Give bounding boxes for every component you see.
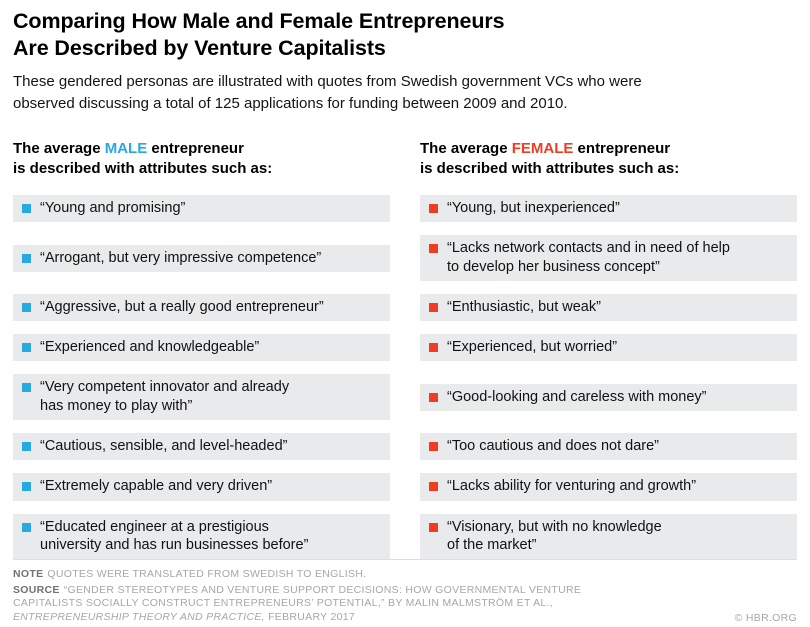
male-bullet-icon: [22, 253, 31, 263]
source-label: SOURCE: [13, 583, 60, 596]
female-attribute-text: “Experienced, but worried”: [447, 339, 618, 356]
female-attribute-bar: “Experienced, but worried”: [420, 334, 797, 362]
male-attribute-bar: “Extremely capable and very driven”: [13, 473, 390, 501]
subtitle: These gendered personas are illustrated …: [13, 73, 642, 112]
female-bullet-icon: [429, 204, 438, 214]
male-attribute-bar: “Very competent innovator and already ha…: [13, 374, 390, 421]
note-text: QUOTES WERE TRANSLATED FROM SWEDISH TO E…: [47, 568, 367, 581]
female-attribute-bar: “Too cautious and does not dare”: [420, 433, 797, 461]
male-bullet-icon: [22, 343, 31, 353]
source-date: FEBRUARY 2017: [264, 611, 356, 623]
female-column-heading: The average FEMALE entrepreneur is descri…: [420, 139, 797, 180]
female-attribute-text: “Visionary, but with no knowledge of the…: [447, 518, 662, 553]
male-attribute-text: “Very competent innovator and already ha…: [40, 379, 290, 414]
female-bullet-icon: [429, 522, 438, 532]
page-title: Comparing How Male and Female Entreprene…: [13, 9, 505, 61]
male-attribute-item: “Extremely capable and very driven”: [13, 473, 390, 501]
male-bullet-icon: [22, 522, 31, 532]
female-bullet-icon: [429, 244, 438, 254]
male-attribute-text: “Young and promising”: [40, 200, 186, 217]
note-label: NOTE: [13, 568, 44, 581]
male-bullet-icon: [22, 383, 31, 393]
male-bullet-icon: [22, 204, 31, 214]
male-attribute-item: “Cautious, sensible, and level-headed”: [13, 433, 390, 461]
note-line: NOTE QUOTES WERE TRANSLATED FROM SWEDISH …: [13, 568, 797, 582]
female-bullet-icon: [429, 442, 438, 452]
female-attribute-text: “Too cautious and does not dare”: [447, 438, 659, 455]
copyright: © HBR.ORG: [734, 612, 797, 624]
female-attribute-text: “Lacks network contacts and in need of h…: [447, 240, 730, 275]
male-attribute-item: “Young and promising”: [13, 195, 390, 223]
column-headings: The average MALE entrepreneur is describe…: [13, 139, 797, 180]
female-attribute-item: “Visionary, but with no knowledge of the…: [420, 513, 797, 560]
female-attribute-item: “Good-looking and careless with money”: [420, 374, 797, 420]
male-attribute-bar: “Aggressive, but a really good entrepren…: [13, 293, 390, 322]
male-bullet-icon: [22, 442, 31, 452]
attribute-rows: “Young and promising” “Young, but inexpe…: [13, 195, 797, 560]
female-attribute-item: “Experienced, but worried”: [420, 334, 797, 362]
male-attribute-text: “Educated engineer at a prestigious univ…: [40, 518, 309, 553]
male-heading-keyword: MALE: [104, 139, 148, 157]
male-attribute-bar: “Experienced and knowledgeable”: [13, 334, 390, 362]
female-heading-suffix: entrepreneur: [573, 139, 671, 157]
source-journal: ENTREPRENEURSHIP THEORY AND PRACTICE,: [13, 611, 265, 623]
male-attribute-text: “Extremely capable and very driven”: [40, 478, 273, 495]
male-attribute-text: “Cautious, sensible, and level-headed”: [40, 438, 288, 455]
female-attribute-item: “Enthusiastic, but weak”: [420, 293, 797, 322]
female-bullet-icon: [429, 343, 438, 353]
female-attribute-item: “Young, but inexperienced”: [420, 195, 797, 223]
female-attribute-item: “Too cautious and does not dare”: [420, 433, 797, 461]
male-bullet-icon: [22, 302, 31, 312]
female-attribute-item: “Lacks network contacts and in need of h…: [420, 235, 797, 281]
source-line: SOURCE “GENDER STEREOTYPES AND VENTURE SU…: [13, 584, 797, 625]
male-attribute-text: “Experienced and knowledgeable”: [40, 339, 260, 356]
male-heading-suffix: entrepreneur: [147, 139, 244, 157]
female-attribute-item: “Lacks ability for venturing and growth”: [420, 473, 797, 501]
male-attribute-item: “Very competent innovator and already ha…: [13, 374, 390, 421]
male-attribute-bar: “Arrogant, but very impressive competenc…: [13, 244, 390, 272]
male-attribute-item: “Aggressive, but a really good entrepren…: [13, 293, 390, 322]
male-bullet-icon: [22, 482, 31, 492]
female-attribute-bar: “Visionary, but with no knowledge of the…: [420, 513, 797, 560]
male-heading-line2: is described with attributes such as:: [13, 159, 273, 177]
female-heading-keyword: FEMALE: [511, 139, 574, 157]
male-heading-prefix: The average: [13, 139, 105, 157]
female-attribute-bar: “Young, but inexperienced”: [420, 195, 797, 223]
footer: NOTE QUOTES WERE TRANSLATED FROM SWEDISH …: [13, 559, 797, 627]
male-attribute-text: “Arrogant, but very impressive competenc…: [40, 249, 322, 266]
source-text: “GENDER STEREOTYPES AND VENTURE SUPPORT …: [13, 583, 582, 610]
female-bullet-icon: [429, 482, 438, 492]
male-attribute-text: “Aggressive, but a really good entrepren…: [40, 298, 324, 315]
female-attribute-bar: “Lacks ability for venturing and growth”: [420, 473, 797, 501]
female-attribute-bar: “Enthusiastic, but weak”: [420, 293, 797, 322]
female-attribute-text: “Enthusiastic, but weak”: [447, 298, 601, 315]
female-heading-prefix: The average: [420, 139, 512, 157]
female-heading-line2: is described with attributes such as:: [420, 159, 680, 177]
female-attribute-text: “Good-looking and careless with money”: [447, 388, 707, 405]
female-bullet-icon: [429, 302, 438, 312]
male-attribute-bar: “Educated engineer at a prestigious univ…: [13, 513, 390, 560]
male-attribute-bar: “Cautious, sensible, and level-headed”: [13, 433, 390, 461]
male-attribute-bar: “Young and promising”: [13, 195, 390, 223]
female-attribute-text: “Young, but inexperienced”: [447, 200, 620, 217]
female-attribute-text: “Lacks ability for venturing and growth”: [447, 478, 697, 495]
male-attribute-item: “Arrogant, but very impressive competenc…: [13, 235, 390, 281]
female-bullet-icon: [429, 392, 438, 402]
male-attribute-item: “Experienced and knowledgeable”: [13, 334, 390, 362]
male-column-heading: The average MALE entrepreneur is describe…: [13, 139, 390, 180]
header: Comparing How Male and Female Entreprene…: [13, 8, 797, 115]
female-attribute-bar: “Lacks network contacts and in need of h…: [420, 235, 797, 281]
male-attribute-item: “Educated engineer at a prestigious univ…: [13, 513, 390, 560]
female-attribute-bar: “Good-looking and careless with money”: [420, 383, 797, 411]
